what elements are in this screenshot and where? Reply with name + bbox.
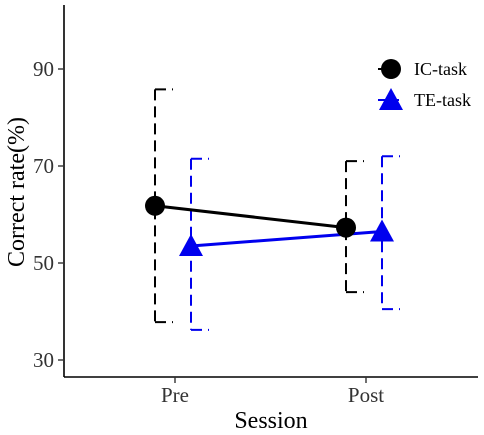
x-tick-label: Post — [348, 383, 384, 407]
legend-label-ic: IC-task — [414, 59, 467, 79]
x-tick-label: Pre — [161, 383, 189, 407]
y-tick-label: 70 — [33, 154, 54, 178]
y-tick-label: 30 — [33, 348, 54, 372]
x-tick: Post — [348, 377, 384, 407]
legend-circle-marker — [381, 59, 401, 79]
plot-area — [145, 88, 400, 331]
series-line-ic — [154, 204, 347, 230]
x-tick: Pre — [161, 377, 189, 407]
legend-label-te: TE-task — [414, 90, 471, 110]
y-tick: 50 — [33, 251, 64, 275]
data-point-te — [179, 234, 203, 257]
x-axis-title: Session — [234, 408, 307, 434]
legend-triangle-marker — [379, 88, 403, 110]
y-tick: 70 — [33, 154, 64, 178]
y-tick-label: 50 — [33, 251, 54, 275]
data-point-ic — [336, 217, 356, 238]
y-axis-title: Correct rate(%) — [4, 117, 30, 267]
legend-item-te: TE-task — [378, 88, 471, 110]
y-tick: 90 — [33, 57, 64, 81]
y-tick: 30 — [33, 348, 64, 372]
legend: IC-task TE-task — [378, 59, 471, 110]
legend-item-ic: IC-task — [378, 59, 467, 79]
data-point-te — [370, 219, 394, 242]
y-tick-label: 90 — [33, 57, 54, 81]
data-point-ic — [145, 195, 165, 216]
